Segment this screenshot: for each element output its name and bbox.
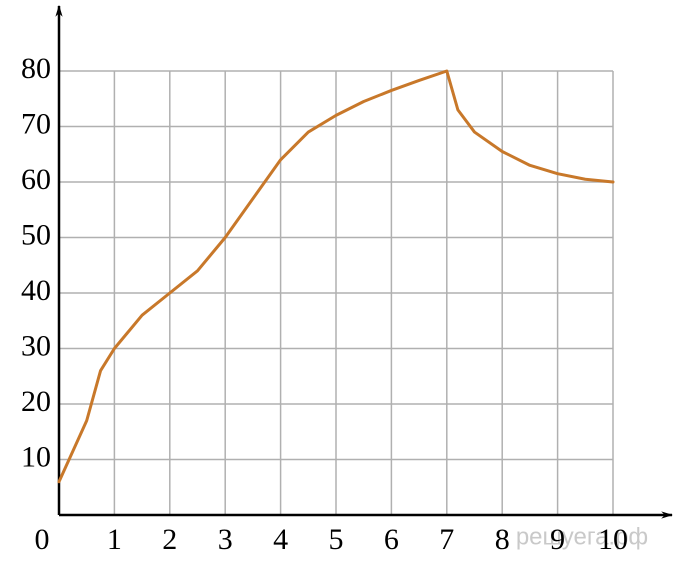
x-tick-label: 3 <box>218 523 233 556</box>
x-tick-label: 9 <box>550 523 565 556</box>
y-tick-label: 30 <box>21 329 51 362</box>
grid <box>58 70 614 515</box>
y-tick-label: 50 <box>21 218 51 251</box>
watermark: решуега.рф <box>516 523 648 550</box>
y-tick-label: 20 <box>21 385 51 418</box>
x-tick-label: 4 <box>273 523 288 556</box>
x-tick-label: 0 <box>35 523 50 556</box>
x-tick-label: 5 <box>329 523 344 556</box>
x-tick-label: 1 <box>107 523 122 556</box>
y-tick-label: 80 <box>21 52 51 85</box>
y-tick-label: 10 <box>21 440 51 473</box>
x-tick-label: 6 <box>384 523 399 556</box>
x-tick-label: 2 <box>162 523 177 556</box>
line <box>57 69 615 484</box>
x-tick-label: 10 <box>598 523 628 556</box>
y-tick-label: 60 <box>21 163 51 196</box>
y-tick-label: 70 <box>21 107 51 140</box>
x-tick-label: 8 <box>495 523 510 556</box>
x-tick-label: 7 <box>439 523 454 556</box>
y-tick-label: 40 <box>21 274 51 307</box>
